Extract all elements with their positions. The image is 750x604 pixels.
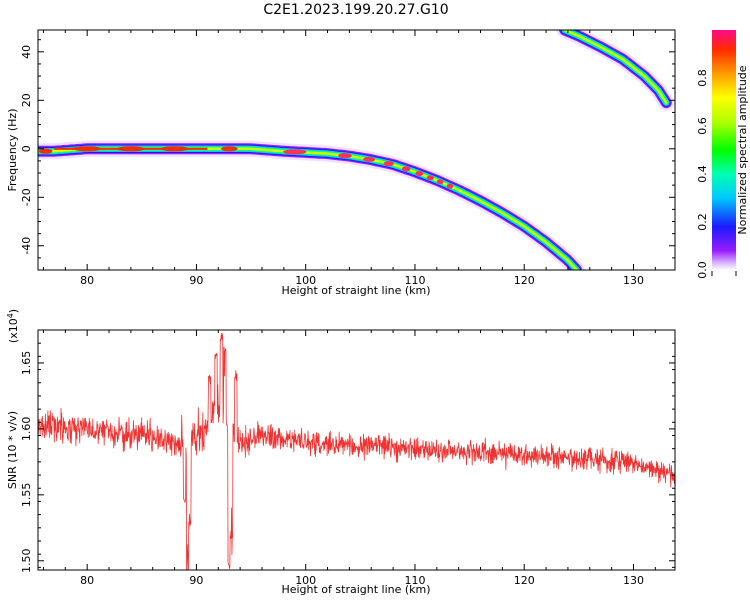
snr-xtick-label: 110 xyxy=(404,574,425,587)
spectrogram-ylabel: Frequency (Hz) xyxy=(6,109,19,192)
spectrogram-ytick-label: 40 xyxy=(20,45,33,59)
snr-ytick-label: 1.65 xyxy=(20,351,33,376)
spectrogram-frame xyxy=(37,29,676,271)
colorbar-tick-label: 0.6 xyxy=(696,117,709,135)
spectrogram-plot-area xyxy=(38,30,675,270)
snr-axis-ticks: 80 90 100 110 120 130 1.50 1.55 1.60 1.65 xyxy=(20,330,675,587)
snr-multiplier: (x104) xyxy=(6,309,20,343)
spectrogram-ytick-label: -40 xyxy=(20,237,33,255)
spectral-peak xyxy=(415,170,424,177)
colorbar-tick-label: 0.4 xyxy=(696,165,709,183)
spectral-track-0-layer-5 xyxy=(38,147,578,270)
snr-xlabel: Height of straight line (km) xyxy=(281,583,430,596)
spectrogram-axis-ticks: 80 90 100 110 120 130 -40 -20 0 20 40 xyxy=(20,30,675,287)
spectrogram-xtick-label: 120 xyxy=(514,274,535,287)
snr-xtick-label: 80 xyxy=(80,574,94,587)
colorbar-gradient xyxy=(712,30,736,270)
spectrogram-ytick-label: 0 xyxy=(20,145,33,152)
spectral-peak xyxy=(426,175,434,181)
spectrogram-xtick-label: 110 xyxy=(404,274,425,287)
spectrogram-xtick-label: 130 xyxy=(623,274,644,287)
snr-panel: 80 90 100 110 120 130 1.50 1.55 1.60 1.65 Height … xyxy=(6,309,676,596)
snr-ytick-label: 1.55 xyxy=(20,483,33,508)
spectral-peak xyxy=(363,156,376,162)
colorbar-ticks: 0.0 0.2 0.4 0.6 0.8 xyxy=(696,69,737,279)
spectrogram-xlabel: Height of straight line (km) xyxy=(281,284,430,297)
snr-series-line xyxy=(38,333,675,570)
snr-ytick-label: 1.60 xyxy=(20,417,33,442)
figure-title: C2E1.2023.199.20.27.G10 xyxy=(263,2,448,18)
spectral-peak xyxy=(436,179,444,185)
spectral-peak xyxy=(383,161,394,167)
snr-xtick-label: 100 xyxy=(295,574,316,587)
spectrogram-ytick-label: 20 xyxy=(20,93,33,107)
snr-ylabel: SNR (10 * v/v) xyxy=(6,411,19,489)
spectral-peak xyxy=(338,153,352,159)
snr-xtick-label: 120 xyxy=(514,574,535,587)
snr-multiplier-exponent: 4 xyxy=(6,313,15,318)
spectrogram-panel: 80 90 100 110 120 130 -40 -20 0 20 40 Height of st… xyxy=(6,29,676,297)
spectral-peak xyxy=(401,166,411,172)
snr-xtick-label: 130 xyxy=(623,574,644,587)
colorbar-tick-label: 0.0 xyxy=(696,261,709,279)
snr-plot-area xyxy=(38,333,675,570)
colorbar-tick-label: 0.2 xyxy=(696,213,709,231)
spectral-peak xyxy=(38,148,53,154)
spectral-track-1-layer-5 xyxy=(563,30,668,104)
colorbar: 0.0 0.2 0.4 0.6 0.8 Normalized spectral ampl… xyxy=(696,30,749,279)
colorbar-label: Normalized spectral amplitude xyxy=(736,65,749,234)
snr-frame xyxy=(37,329,676,571)
spectral-peak xyxy=(446,183,454,189)
spectrogram-xtick-label: 80 xyxy=(80,274,94,287)
spectrogram-xtick-label: 100 xyxy=(295,274,316,287)
snr-ytick-label: 1.50 xyxy=(20,549,33,574)
spectrogram-xtick-label: 90 xyxy=(189,274,203,287)
snr-xtick-label: 90 xyxy=(189,574,203,587)
spectral-peak xyxy=(283,149,307,155)
colorbar-tick-label: 0.8 xyxy=(696,69,709,87)
spectrogram-ytick-label: -20 xyxy=(20,188,33,206)
spectral-peak xyxy=(220,146,238,152)
